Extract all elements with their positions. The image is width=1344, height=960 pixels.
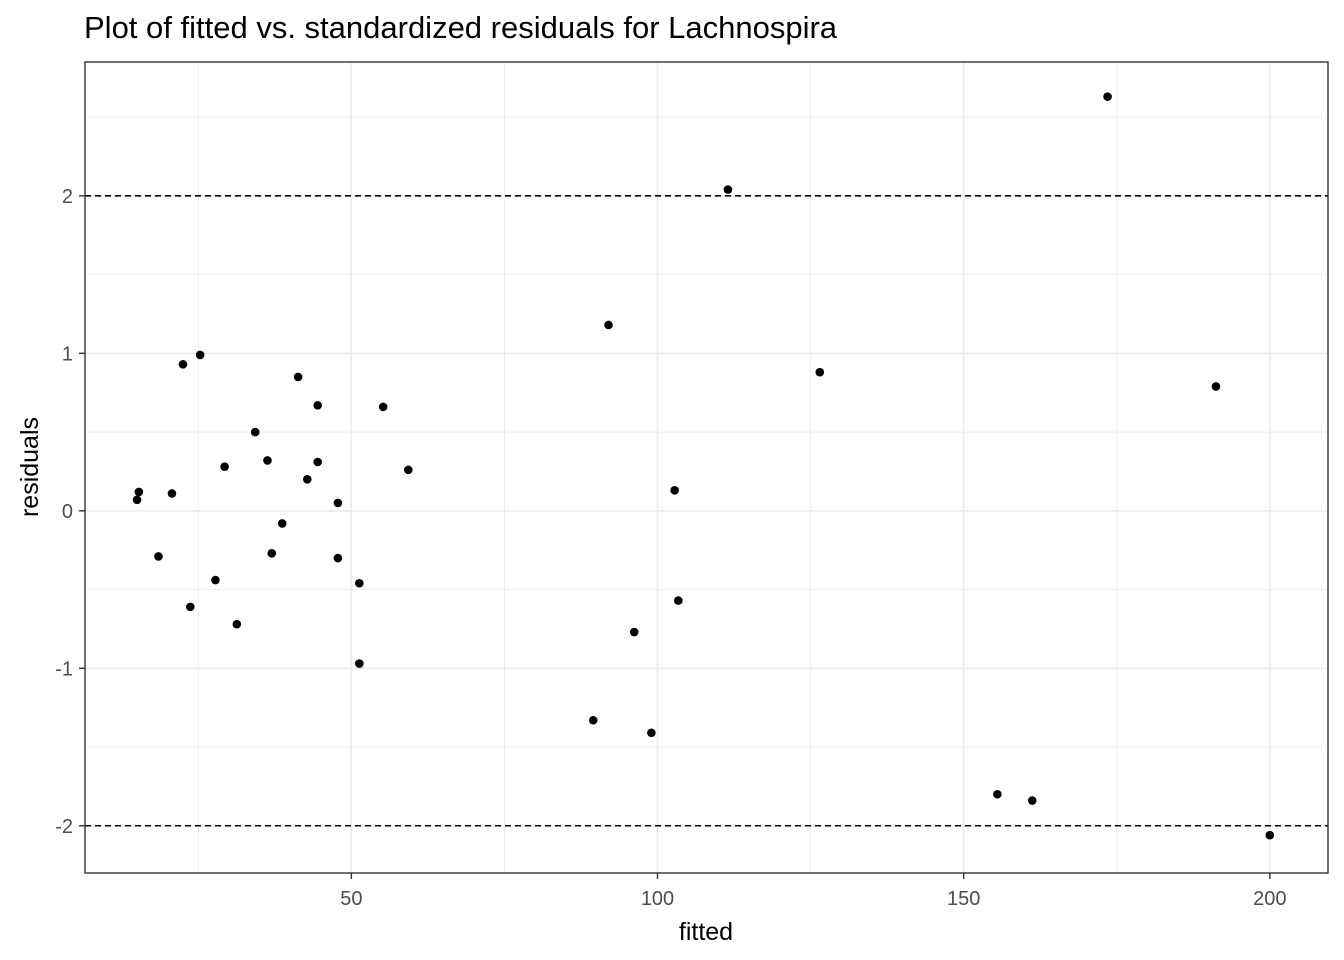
data-point [355,578,364,588]
data-point [267,549,277,558]
data-point [211,575,220,585]
data-point [232,619,242,629]
data-point [355,659,364,668]
data-point [313,400,322,410]
data-point [277,519,287,528]
data-point [134,487,144,497]
y-tick-label: 1 [62,343,73,365]
y-axis: -2 -1 0 1 2 [55,186,85,838]
data-point [674,596,683,605]
data-point [723,185,733,194]
data-point [220,462,229,472]
data-point [154,552,163,561]
x-axis-title: fitted [679,918,733,946]
data-point [195,350,205,360]
data-point [993,789,1002,799]
x-tick-label: 150 [947,888,980,910]
x-tick-label: 100 [641,888,674,910]
panel-background [85,62,1328,873]
data-point [178,360,188,369]
data-point [1027,796,1037,805]
data-point [293,372,303,382]
data-point [167,489,177,498]
minor-gridlines [85,62,1328,873]
data-points [132,92,1275,840]
data-point [647,728,656,738]
data-point [333,553,343,563]
y-tick-label: 0 [62,501,73,523]
data-point [313,457,322,467]
data-point [629,627,639,637]
data-point [815,367,825,377]
reference-lines [85,195,1328,827]
data-point [250,427,260,437]
y-tick-label: -2 [55,816,73,838]
panel-border [84,61,1329,874]
x-axis: 50 100 150 200 [340,873,1287,910]
data-point [588,715,598,725]
data-point [404,465,413,475]
y-tick-label: 2 [62,186,73,208]
data-point [1265,830,1275,840]
data-point [604,320,613,330]
data-point [333,498,343,508]
x-tick-label: 200 [1253,888,1286,910]
data-point [378,402,388,412]
data-point [1103,92,1112,101]
y-tick-label: -1 [55,658,73,680]
data-point [263,456,272,465]
data-point [1211,382,1221,391]
data-point [132,495,142,505]
data-point [186,602,195,612]
data-point [302,475,312,484]
chart-title: Plot of fitted vs. standardized residual… [84,10,838,45]
x-tick-label: 50 [340,888,362,910]
data-point [670,486,679,495]
y-axis-title: residuals [16,417,44,517]
